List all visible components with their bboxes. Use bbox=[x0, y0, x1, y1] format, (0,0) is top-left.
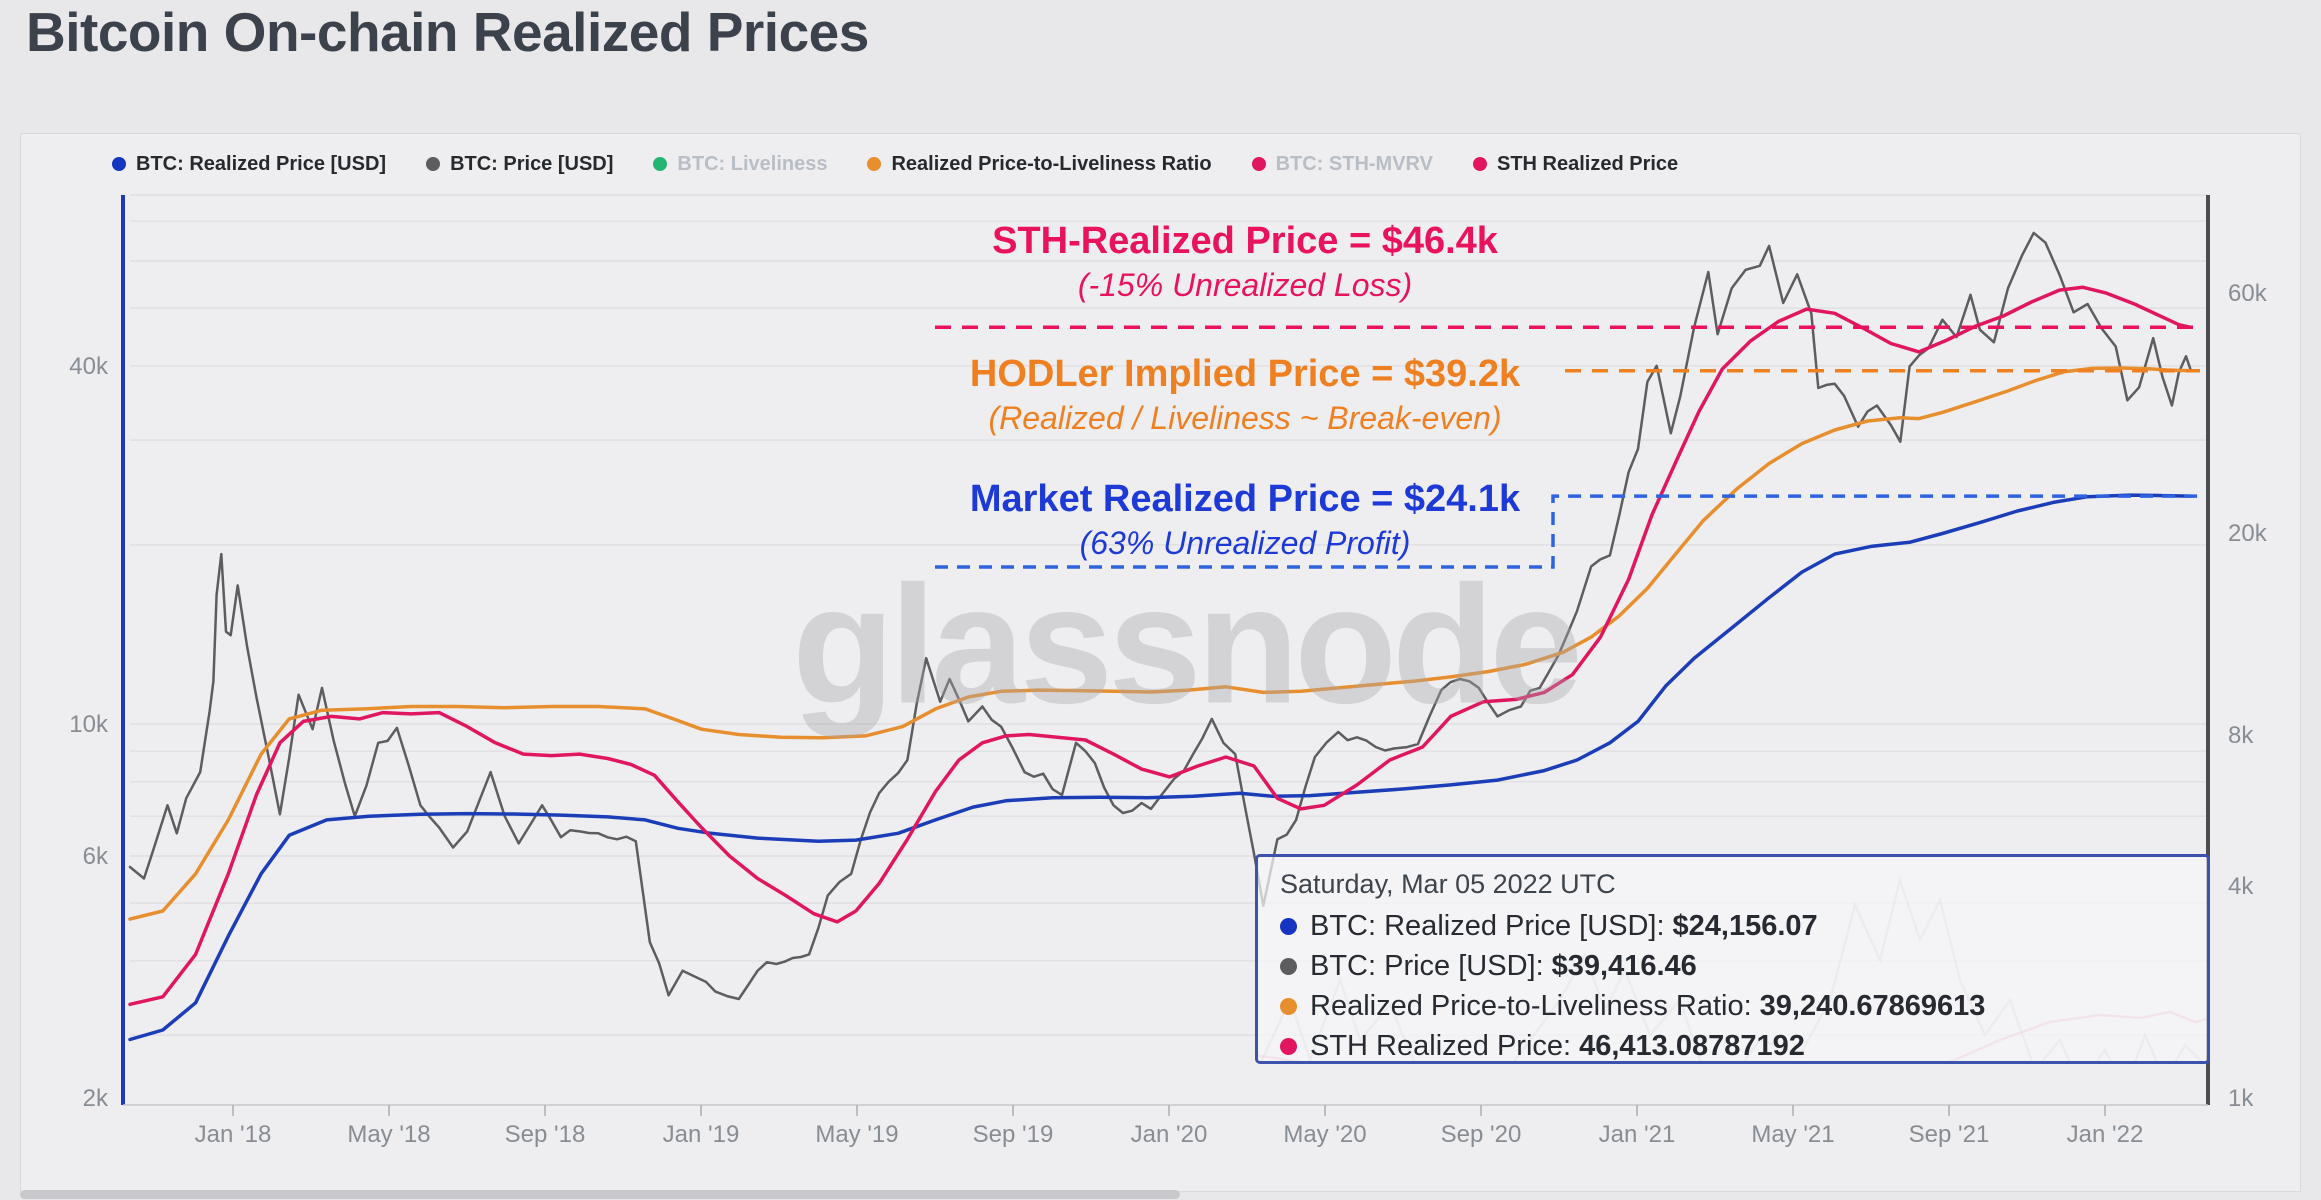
horizontal-scrollbar-thumb[interactable] bbox=[20, 1190, 1180, 1199]
x-axis-tick-label: May '21 bbox=[1751, 1121, 1834, 1148]
series-dot-icon bbox=[1280, 1037, 1297, 1055]
left-axis-tick-label: 10k bbox=[69, 711, 109, 738]
series-dot-icon bbox=[1280, 917, 1297, 935]
series-dot-icon bbox=[1280, 997, 1297, 1015]
x-axis-tick-label: Jan '21 bbox=[1599, 1121, 1676, 1148]
x-axis-tick-label: Jan '20 bbox=[1131, 1121, 1208, 1148]
right-axis-tick-label: 1k bbox=[2228, 1085, 2254, 1112]
right-axis-tick-label: 8k bbox=[2228, 722, 2254, 749]
tooltip-row-value: $39,416.46 bbox=[1551, 949, 1697, 982]
horizontal-scrollbar bbox=[0, 1189, 2321, 1200]
market-realized-price-level bbox=[935, 494, 2200, 569]
reference-lines bbox=[935, 325, 2200, 569]
legend-item-price[interactable]: BTC: Price [USD] bbox=[426, 153, 613, 176]
annotation-sth-realized-price: STH-Realized Price = $46.4k (-15% Unreal… bbox=[870, 219, 1620, 304]
annotation-market-realized-price: Market Realized Price = $24.1k (63% Unre… bbox=[880, 477, 1610, 562]
x-axis-tick-label: Jan '22 bbox=[2067, 1121, 2144, 1148]
page-title: Bitcoin On-chain Realized Prices bbox=[26, 1, 869, 63]
legend-dot-ratio-icon bbox=[867, 157, 882, 171]
legend-label: Realized Price-to-Liveliness Ratio bbox=[891, 152, 1212, 175]
annotation-hodler-implied-price: HODLer Implied Price = $39.2k (Realized … bbox=[870, 352, 1620, 437]
legend-item-ratio[interactable]: Realized Price-to-Liveliness Ratio bbox=[867, 152, 1212, 176]
legend-label: BTC: Liveliness bbox=[677, 152, 828, 175]
chart-legend: BTC: Realized Price [USD] BTC: Price [US… bbox=[112, 150, 1678, 178]
x-axis-tick-label: Sep '18 bbox=[505, 1121, 586, 1148]
x-axis-tick-label: Sep '21 bbox=[1909, 1121, 1990, 1148]
x-axis-tick-label: Sep '19 bbox=[973, 1121, 1054, 1148]
legend-item-sth-mvrv[interactable]: BTC: STH-MVRV bbox=[1251, 152, 1433, 176]
tooltip-row-price: BTC: Price [USD]: $39,416.46 bbox=[1280, 946, 2187, 986]
legend-dot-sth-mvrv-icon bbox=[1251, 157, 1266, 171]
x-axis-tick-label: May '20 bbox=[1283, 1121, 1366, 1148]
legend-item-sth-realized[interactable]: STH Realized Price bbox=[1472, 152, 1679, 176]
annotation-subtext: (-15% Unrealized Loss) bbox=[1077, 267, 1413, 304]
legend-dot-liveliness-icon bbox=[653, 157, 668, 171]
legend-label: STH Realized Price bbox=[1496, 152, 1679, 175]
left-axis-tick-label: 6k bbox=[83, 843, 109, 870]
annotation-subtext: (Realized / Liveliness ~ Break-even) bbox=[988, 400, 1502, 437]
x-axis-tick-label: Jan '18 bbox=[195, 1121, 272, 1148]
tooltip-row-value: $24,156.07 bbox=[1672, 909, 1818, 942]
legend-item-realized-price[interactable]: BTC: Realized Price [USD] bbox=[112, 153, 386, 176]
series-dot-icon bbox=[1280, 957, 1297, 975]
series-lines bbox=[128, 231, 2193, 1042]
legend-dot-price-icon bbox=[426, 157, 441, 171]
tooltip-date: Saturday, Mar 05 2022 UTC bbox=[1280, 869, 1616, 899]
annotation-heading: Market Realized Price = $24.1k bbox=[969, 478, 1521, 520]
tooltip-row-ratio: Realized Price-to-Liveliness Ratio: 39,2… bbox=[1280, 986, 2187, 1026]
series-line-realized-price-to-liveliness-ratio bbox=[128, 366, 2193, 921]
chart-tooltip: Saturday, Mar 05 2022 UTC BTC: Realized … bbox=[1255, 854, 2210, 1064]
tooltip-row-value: 46,413.08787192 bbox=[1579, 1029, 1805, 1062]
x-axis-tick-label: May '19 bbox=[815, 1121, 898, 1148]
annotation-heading: STH-Realized Price = $46.4k bbox=[992, 220, 1498, 262]
legend-dot-realized-price-icon bbox=[112, 157, 126, 171]
right-axis-tick-label: 60k bbox=[2228, 280, 2268, 307]
legend-label: BTC: Realized Price [USD] bbox=[136, 152, 387, 175]
x-axis-tick-label: Sep '20 bbox=[1441, 1121, 1522, 1148]
legend-dot-sth-realized-icon bbox=[1472, 157, 1487, 171]
left-axis-tick-label: 40k bbox=[69, 353, 109, 380]
legend-item-liveliness[interactable]: BTC: Liveliness bbox=[653, 153, 827, 176]
annotation-heading: HODLer Implied Price = $39.2k bbox=[969, 353, 1521, 395]
legend-label: BTC: Price [USD] bbox=[450, 152, 614, 175]
tooltip-row-label: STH Realized Price: bbox=[1310, 1029, 1572, 1062]
tooltip-row-value: 39,240.67869613 bbox=[1759, 989, 1986, 1022]
x-axis-tick-label: Jan '19 bbox=[663, 1121, 740, 1148]
tooltip-row-label: Realized Price-to-Liveliness Ratio: bbox=[1310, 989, 1752, 1022]
x-axis-tick-label: May '18 bbox=[347, 1121, 430, 1148]
series-line-btc-price-usd- bbox=[128, 231, 2192, 1001]
series-line-sth-realized-price bbox=[128, 285, 2193, 1007]
legend-label: BTC: STH-MVRV bbox=[1275, 152, 1433, 175]
tooltip-row-label: BTC: Price [USD]: bbox=[1310, 949, 1544, 982]
tooltip-row-sth-realized: STH Realized Price: 46,413.08787192 bbox=[1280, 1026, 2187, 1066]
right-axis-tick-label: 4k bbox=[2228, 873, 2254, 900]
annotation-subtext: (63% Unrealized Profit) bbox=[1079, 525, 1411, 562]
right-axis-tick-label: 20k bbox=[2228, 520, 2268, 547]
series-line-btc-realized-price-usd- bbox=[128, 493, 2193, 1042]
left-axis-tick-label: 2k bbox=[83, 1085, 109, 1112]
tooltip-row-realized-price: BTC: Realized Price [USD]: $24,156.07 bbox=[1280, 906, 2187, 946]
tooltip-row-label: BTC: Realized Price [USD]: bbox=[1310, 909, 1665, 942]
